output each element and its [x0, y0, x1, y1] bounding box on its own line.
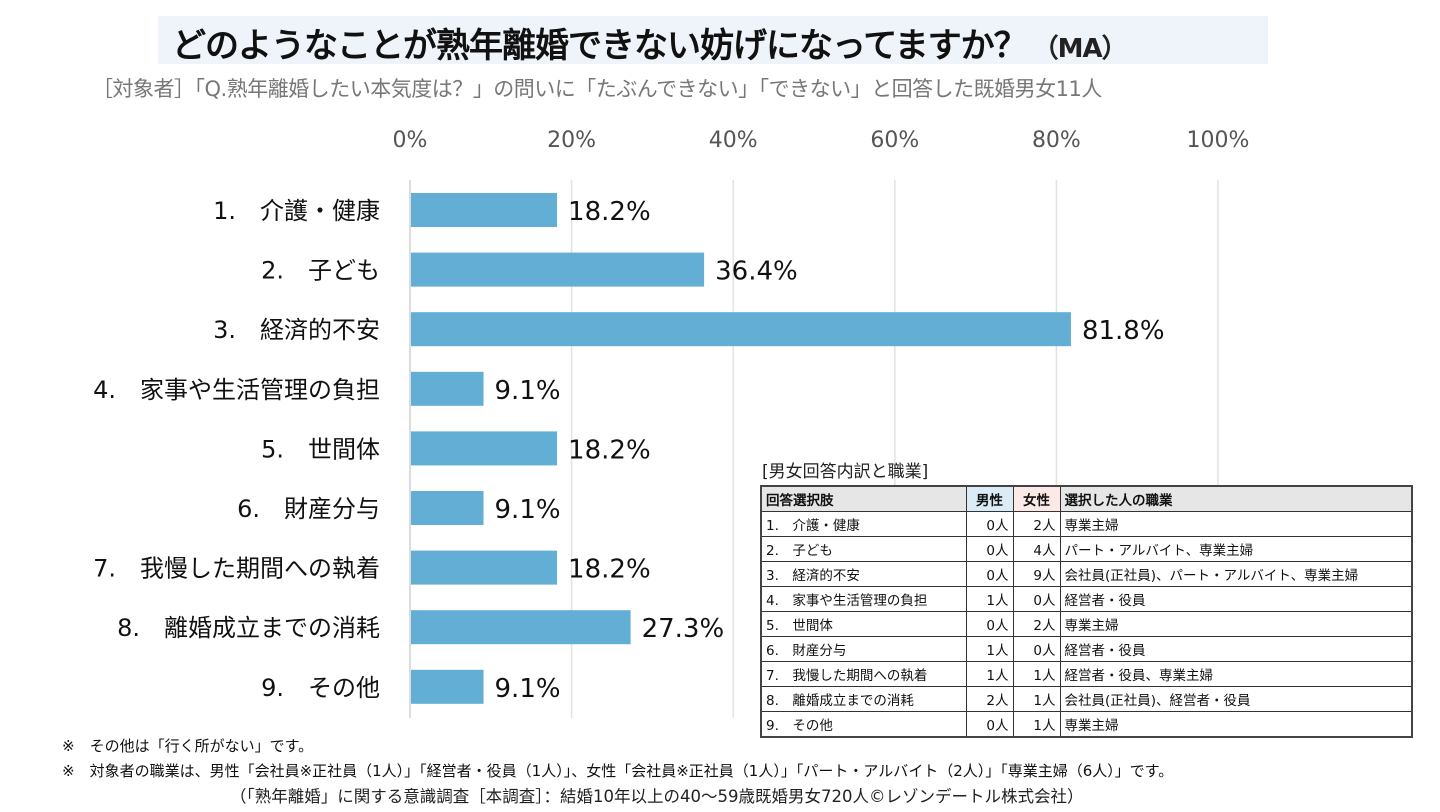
title-text: どのようなことが熟年離婚できない妨げになってますか？ — [172, 26, 1028, 66]
x-tick-label: 60% — [870, 128, 919, 153]
table-row: 1. 介護・健康 0人 2人 専業主婦 — [760, 511, 1413, 537]
cell-choice: 8. 離婚成立までの消耗 — [760, 686, 967, 712]
bars — [411, 193, 1071, 704]
table-row: 7. 我慢した期間への執着 1人 1人 経営者・役員、専業主婦 — [760, 661, 1413, 687]
cell-female: 2人 — [1012, 511, 1061, 537]
breakdown-table: 回答選択肢 男性 女性 選択した人の職業 1. 介護・健康 0人 2人 専業主婦 2. … — [760, 485, 1413, 738]
title-background — [158, 16, 1268, 64]
bar — [411, 193, 558, 227]
cell-female: 1人 — [1012, 661, 1061, 687]
cell-choice: 5. 世間体 — [760, 611, 967, 637]
cell-occupation: 経営者・役員 — [1059, 586, 1413, 612]
x-tick-label: 40% — [709, 128, 758, 153]
cell-male: 0人 — [965, 611, 1014, 637]
cell-male: 1人 — [965, 661, 1014, 687]
value-label: 9.1% — [495, 376, 561, 406]
chart-subtitle: ［対象者］「Q.熟年離婚したい本気度は？」の問いに「たぶんできない」「できない」… — [92, 77, 1102, 101]
category-label: 1. 介護・健康 — [213, 197, 380, 225]
table-row: 4. 家事や生活管理の負担 1人 0人 経営者・役員 — [760, 586, 1413, 612]
header-choice: 回答選択肢 — [760, 485, 967, 512]
cell-choice: 2. 子ども — [760, 536, 967, 562]
table-row: 3. 経済的不安 0人 9人 会社員(正社員)、パート・アルバイト、専業主婦 — [760, 561, 1413, 587]
header-male: 男性 — [965, 485, 1014, 512]
category-label: 3. 経済的不安 — [213, 316, 380, 344]
category-label: 2. 子ども — [261, 257, 380, 285]
cell-male: 0人 — [965, 561, 1014, 587]
cell-male: 0人 — [965, 511, 1014, 537]
cell-choice: 3. 経済的不安 — [760, 561, 967, 587]
cell-female: 0人 — [1012, 586, 1061, 612]
bar — [411, 371, 484, 406]
header-occupation: 選択した人の職業 — [1059, 485, 1413, 512]
x-tick-label: 100% — [1187, 128, 1250, 153]
value-labels: 18.2%36.4%81.8%9.1%18.2%9.1%18.2%27.3%9.… — [495, 197, 1165, 704]
cell-female: 4人 — [1012, 536, 1061, 562]
category-label: 9. その他 — [261, 674, 380, 702]
cell-male: 2人 — [965, 686, 1014, 712]
cell-female: 1人 — [1012, 686, 1061, 712]
category-label: 4. 家事や生活管理の負担 — [93, 376, 380, 404]
category-label: 6. 財産分与 — [237, 495, 380, 523]
cell-occupation: 専業主婦 — [1059, 711, 1413, 738]
table-row: 9. その他 0人 1人 専業主婦 — [760, 711, 1413, 738]
cell-male: 0人 — [965, 536, 1014, 562]
cell-occupation: 専業主婦 — [1059, 611, 1413, 637]
cell-male: 1人 — [965, 636, 1014, 662]
note-occupations: ※ 対象者の職業は、男性「会社員※正社員（1人）」「経営者・役員（1人）」、女性… — [62, 762, 1174, 780]
value-label: 18.2% — [568, 197, 651, 227]
cell-choice: 6. 財産分与 — [760, 636, 967, 662]
x-axis-ticks: 0% 20% 40% 60% 80% 100% — [393, 128, 1250, 153]
value-label: 27.3% — [642, 614, 725, 644]
cell-occupation: 経営者・役員 — [1059, 636, 1413, 662]
value-label: 9.1% — [495, 674, 561, 704]
cell-occupation: 専業主婦 — [1059, 511, 1413, 537]
cell-male: 1人 — [965, 586, 1014, 612]
table-row: 8. 離婚成立までの消耗 2人 1人 会社員(正社員)、経営者・役員 — [760, 686, 1413, 712]
value-label: 9.1% — [495, 495, 561, 525]
cell-occupation: 会社員(正社員)、パート・アルバイト、専業主婦 — [1059, 561, 1413, 587]
category-label: 7. 我慢した期間への執着 — [93, 555, 380, 583]
header-female: 女性 — [1012, 485, 1061, 512]
table-row: 2. 子ども 0人 4人 パート・アルバイト、専業主婦 — [760, 536, 1413, 562]
category-labels: 1. 介護・健康 2. 子ども 3. 経済的不安 4. 家事や生活管理の負担 5. 世間… — [93, 197, 380, 702]
x-tick-label: 20% — [547, 128, 596, 153]
bar — [411, 550, 558, 585]
cell-male: 0人 — [965, 711, 1014, 738]
cell-choice: 9. その他 — [760, 711, 967, 738]
bar — [411, 669, 484, 704]
cell-female: 9人 — [1012, 561, 1061, 587]
bar — [411, 431, 558, 466]
cell-female: 1人 — [1012, 711, 1061, 738]
cell-choice: 1. 介護・健康 — [760, 511, 967, 537]
value-label: 36.4% — [715, 257, 798, 287]
value-label: 18.2% — [568, 435, 651, 465]
x-tick-label: 0% — [393, 128, 428, 153]
cell-female: 0人 — [1012, 636, 1061, 662]
cell-choice: 4. 家事や生活管理の負担 — [760, 586, 967, 612]
table-header-row: 回答選択肢 男性 女性 選択した人の職業 — [760, 485, 1413, 512]
bar — [411, 312, 1071, 347]
table-row: 6. 財産分与 1人 0人 経営者・役員 — [760, 636, 1413, 662]
source-citation: （「熟年離婚」に関する意識調査［本調査］：結婚10年以上の40～59歳既婚男女7… — [230, 787, 1084, 806]
category-label: 5. 世間体 — [261, 435, 380, 463]
chart-title: どのようなことが熟年離婚できない妨げになってますか？ （MA） — [172, 18, 1128, 67]
cell-occupation: 会社員(正社員)、経営者・役員 — [1059, 686, 1413, 712]
category-label: 8. 離婚成立までの消耗 — [117, 614, 380, 642]
note-other: ※ その他は「行く所がない」です。 — [62, 737, 314, 755]
cell-occupation: パート・アルバイト、専業主婦 — [1059, 536, 1413, 562]
table-row: 5. 世間体 0人 2人 専業主婦 — [760, 611, 1413, 637]
table-caption: [男女回答内訳と職業] — [762, 462, 929, 482]
bar — [411, 610, 631, 645]
cell-choice: 7. 我慢した期間への執着 — [760, 661, 967, 687]
bar — [411, 252, 705, 287]
cell-female: 2人 — [1012, 611, 1061, 637]
x-tick-label: 80% — [1032, 128, 1081, 153]
bar — [411, 491, 484, 525]
value-label: 81.8% — [1082, 316, 1165, 346]
value-label: 18.2% — [568, 555, 651, 585]
title-suffix: （MA） — [1032, 34, 1128, 64]
cell-occupation: 経営者・役員、専業主婦 — [1059, 661, 1413, 687]
